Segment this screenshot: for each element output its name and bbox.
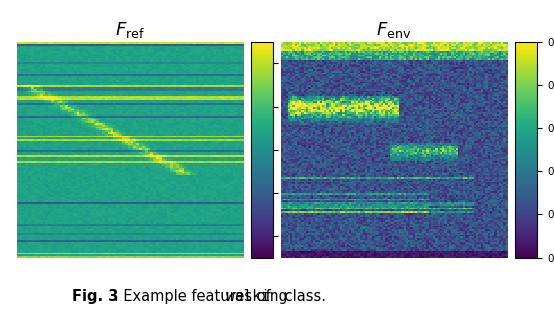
Title: $F_{\mathrm{ref}}$: $F_{\mathrm{ref}}$ (115, 20, 145, 40)
Text: Fig. 3: Fig. 3 (72, 289, 119, 304)
Text: class.: class. (280, 289, 326, 304)
Title: $F_{\mathrm{env}}$: $F_{\mathrm{env}}$ (376, 20, 412, 40)
Text: walking: walking (226, 289, 288, 304)
Text: . Example features of: . Example features of (114, 289, 275, 304)
